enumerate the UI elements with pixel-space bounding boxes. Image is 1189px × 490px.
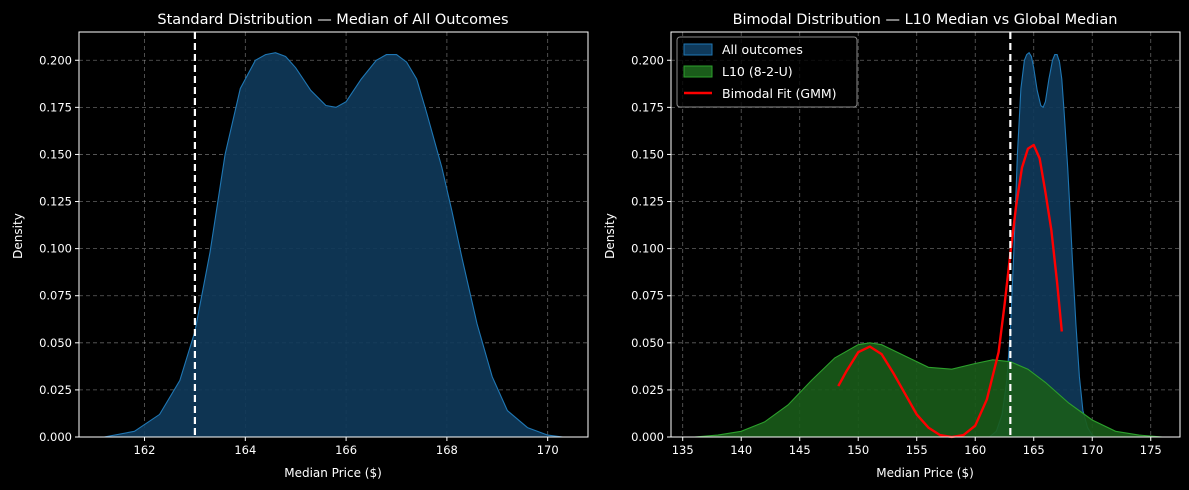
- x-tick-label: 168: [436, 443, 458, 457]
- left-chart-title: Standard Distribution — Median of All Ou…: [157, 12, 508, 28]
- y-tick-label: 0.200: [631, 53, 664, 67]
- area-fill-density: [104, 52, 563, 437]
- y-tick-label: 0.175: [39, 100, 72, 114]
- y-tick-label: 0.125: [39, 195, 72, 209]
- y-tick-label: 0.150: [631, 147, 664, 161]
- right-panel: Bimodal Distribution — L10 Median vs Glo…: [603, 12, 1181, 480]
- y-tick-label: 0.075: [631, 289, 664, 303]
- x-tick-label: 166: [335, 443, 357, 457]
- right-axes: 135 140 145 150 155 160 165 170 175 0.000 0.025 0.0…: [631, 31, 1181, 457]
- x-tick-label: 155: [906, 443, 928, 457]
- x-tick-label: 150: [847, 443, 869, 457]
- x-tick-label: 162: [134, 443, 156, 457]
- y-tick-label: 0.050: [631, 336, 664, 350]
- x-tick-label: 160: [964, 443, 986, 457]
- area-outline-density: [104, 52, 563, 438]
- legend-swatch-l10: [683, 65, 713, 78]
- legend-label-all-outcomes: All outcomes: [722, 42, 803, 57]
- line-bimodal-fit-gmm: [837, 143, 1063, 439]
- left-y-axis-label: Density: [11, 213, 25, 259]
- legend-frame: [676, 36, 858, 108]
- right-x-axis-label: Median Price ($): [876, 466, 974, 480]
- right-chart-title: Bimodal Distribution — L10 Median vs Glo…: [733, 12, 1118, 28]
- legend-swatch-all-outcomes: [683, 43, 713, 56]
- x-tick-label: 145: [789, 443, 811, 457]
- area-fill-all-outcomes: [989, 52, 1096, 437]
- x-tick-label: 165: [1023, 443, 1045, 457]
- left-axes: 162 164 166 168 170 0.000 0.025 0.050 0.075 0.100…: [39, 31, 589, 457]
- x-tick-label: 140: [730, 443, 752, 457]
- axes-frame: [670, 31, 1181, 438]
- y-tick-label: 0.075: [39, 289, 72, 303]
- left-panel: Standard Distribution — Median of All Ou…: [11, 12, 589, 480]
- legend-label-gmm: Bimodal Fit (GMM): [722, 86, 837, 101]
- x-tick-label: 170: [1081, 443, 1103, 457]
- right-plot-area: [694, 32, 1163, 439]
- axes-frame: [78, 31, 589, 438]
- left-plot-area: [104, 32, 563, 438]
- x-tick-label: 164: [234, 443, 256, 457]
- y-tick-label: 0.025: [631, 383, 664, 397]
- x-tick-label: 170: [537, 443, 559, 457]
- area-outline-l10-8-2-u: [694, 342, 1163, 438]
- legend: All outcomes L10 (8-2-U) Bimodal Fit (GM…: [676, 36, 858, 108]
- x-tick-label: 135: [672, 443, 694, 457]
- y-tick-label: 0.050: [39, 336, 72, 350]
- y-tick-label: 0.100: [39, 242, 72, 256]
- y-tick-label: 0.125: [631, 195, 664, 209]
- y-tick-label: 0.175: [631, 100, 664, 114]
- legend-label-l10: L10 (8-2-U): [722, 64, 793, 79]
- area-fill-l10-8-2-u: [694, 342, 1163, 437]
- y-tick-label: 0.000: [631, 430, 664, 444]
- left-x-axis-label: Median Price ($): [284, 466, 382, 480]
- right-y-axis-label: Density: [603, 213, 617, 259]
- y-tick-label: 0.150: [39, 147, 72, 161]
- x-tick-label: 175: [1140, 443, 1162, 457]
- y-tick-label: 0.000: [39, 430, 72, 444]
- y-tick-label: 0.200: [39, 53, 72, 67]
- y-tick-label: 0.100: [631, 242, 664, 256]
- y-tick-label: 0.025: [39, 383, 72, 397]
